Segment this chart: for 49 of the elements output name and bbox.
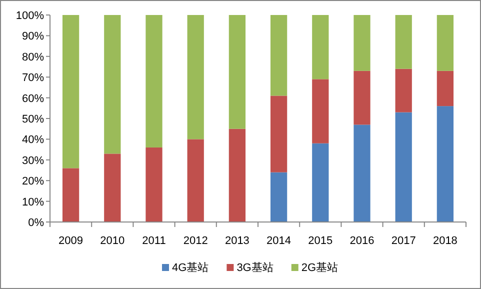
y-tick-label: 30%	[22, 154, 44, 167]
bar	[270, 172, 288, 222]
x-tick-label: 2018	[432, 235, 458, 247]
bar	[395, 68, 412, 112]
bar	[395, 112, 412, 222]
legend-label: 3G基站	[236, 261, 274, 274]
bar	[62, 15, 80, 168]
x-tick-label: 2011	[142, 235, 166, 247]
legend-label: 4G基站	[172, 261, 209, 274]
x-tick-label: 2014	[266, 235, 292, 247]
y-tick-label: 90%	[22, 30, 44, 43]
bar	[436, 15, 454, 71]
y-tick-label: 70%	[22, 72, 44, 84]
bar	[354, 15, 370, 71]
x-tick-label: 2015	[308, 235, 333, 247]
bar	[187, 15, 204, 140]
bar	[436, 70, 454, 106]
x-tick-label: 2009	[58, 235, 84, 247]
bar	[312, 143, 329, 222]
bar	[436, 106, 454, 222]
y-tick-label: 10%	[22, 196, 44, 208]
y-tick-label: 80%	[22, 51, 44, 64]
y-tick-label: 40%	[22, 134, 44, 146]
x-tick-label: 2013	[224, 235, 250, 247]
x-tick-label: 2017	[391, 235, 416, 247]
bar	[104, 154, 121, 222]
bar	[312, 79, 329, 144]
x-tick-label: 2012	[183, 235, 208, 247]
bar	[312, 15, 329, 80]
y-tick-label: 100%	[16, 10, 44, 22]
bar	[146, 147, 162, 222]
bar	[228, 15, 246, 129]
bar	[354, 124, 370, 222]
y-tick-label: 60%	[22, 92, 44, 105]
y-tick-label: 0%	[28, 217, 44, 229]
bar	[104, 15, 121, 154]
y-tick-label: 20%	[22, 176, 44, 188]
x-tick-label: 2016	[350, 235, 374, 247]
bar	[62, 168, 80, 222]
bar	[187, 139, 204, 222]
bar	[146, 15, 162, 148]
y-tick-label: 50%	[22, 114, 44, 126]
bar	[228, 128, 246, 222]
bar	[395, 15, 412, 69]
bar	[270, 96, 288, 172]
bar	[270, 15, 288, 96]
bar	[354, 70, 370, 125]
legend-label: 2G基站	[301, 261, 338, 274]
x-tick-label: 2010	[100, 235, 125, 247]
